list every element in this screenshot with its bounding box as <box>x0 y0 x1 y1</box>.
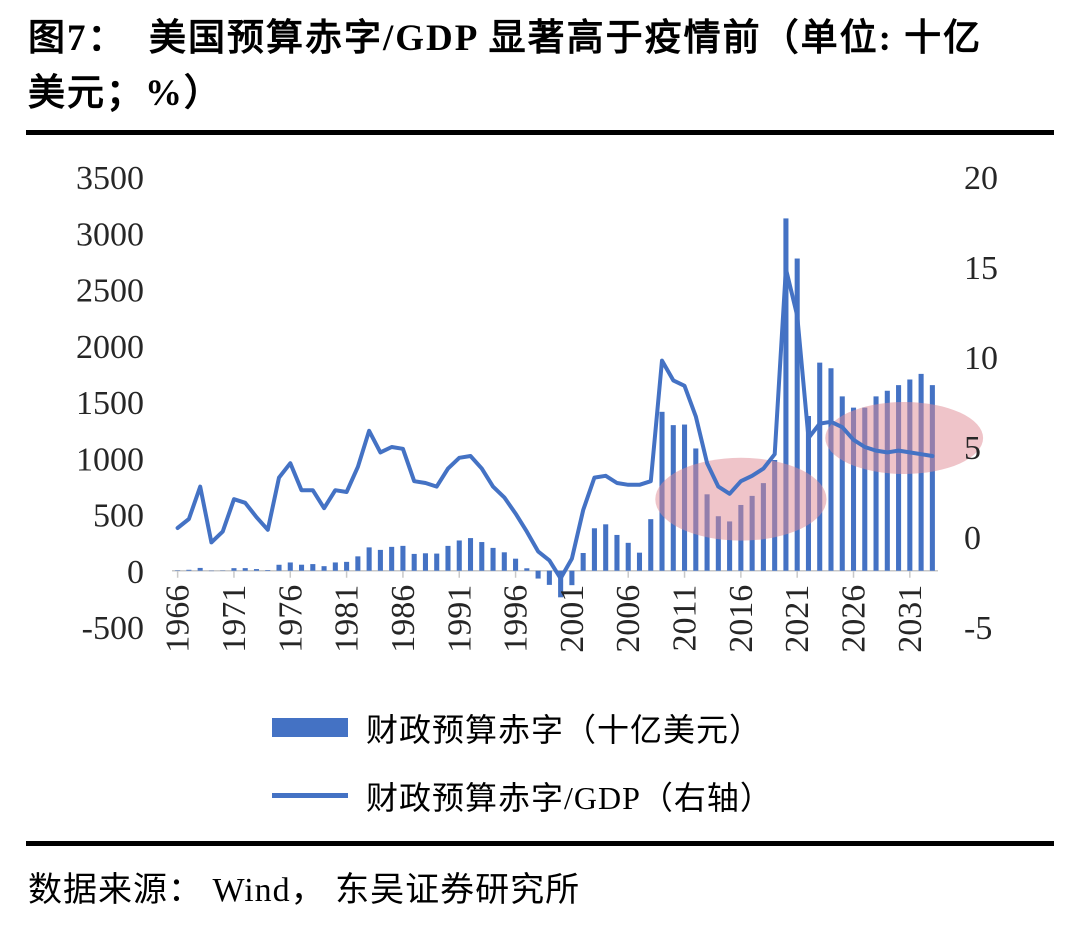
legend-item-deficit-gdp: 财政预算赤字/GDP（右轴） <box>272 773 1080 819</box>
legend: 财政预算赤字（十亿美元） 财政预算赤字/GDP（右轴） <box>272 705 1080 819</box>
figure-title-line2: 美元；%） <box>28 67 1050 122</box>
deficit-bar <box>367 547 372 570</box>
deficit-bar <box>276 564 281 570</box>
deficit-bar <box>502 552 507 570</box>
right-axis-tick: 15 <box>964 250 998 287</box>
line-series-swatch <box>272 793 348 798</box>
deficit-bar <box>254 569 259 571</box>
divider-top <box>26 130 1054 135</box>
left-axis-tick: 1000 <box>76 441 144 478</box>
x-axis-tick: 1986 <box>385 584 422 652</box>
deficit-bar <box>603 524 608 570</box>
deficit-bar <box>243 568 248 571</box>
deficit-bar <box>310 564 315 571</box>
deficit-bar <box>457 540 462 570</box>
x-axis-tick: 2011 <box>667 584 704 651</box>
deficit-bar <box>513 558 518 570</box>
deficit-bar <box>333 562 338 570</box>
right-axis-tick: 10 <box>964 340 998 377</box>
deficit-bar <box>423 553 428 570</box>
deficit-bar <box>389 546 394 570</box>
left-axis-tick: 2000 <box>76 328 144 365</box>
deficit-bar <box>547 570 552 584</box>
x-axis-tick: 2031 <box>892 584 929 652</box>
axis-labels: 3500 3000 2500 2000 1500 1000 500 0 -500 20 15 10 5 0… <box>76 160 998 653</box>
budget-deficit-combo-chart: 3500 3000 2500 2000 1500 1000 500 0 -500 20 15 10 5 0… <box>0 139 1080 699</box>
deficit-bar <box>355 556 360 570</box>
x-axis-tick: 1996 <box>498 584 535 652</box>
deficit-bar <box>637 552 642 570</box>
legend-item-deficit: 财政预算赤字（十亿美元） <box>272 705 1080 751</box>
deficit-bar <box>581 553 586 571</box>
x-axis-tick: 1981 <box>329 584 366 652</box>
deficit-bar <box>468 538 473 571</box>
x-axis-tick: 2026 <box>836 584 873 652</box>
deficit-bar <box>536 570 541 578</box>
x-axis-tick: 2001 <box>554 584 591 652</box>
left-axis-tick: 0 <box>127 553 144 590</box>
deficit-bar <box>614 534 619 570</box>
left-axis-tick: 3000 <box>76 216 144 253</box>
deficit-bar <box>344 561 349 570</box>
deficit-bar <box>817 362 822 570</box>
deficit-bar <box>592 528 597 570</box>
right-axis-tick: 0 <box>964 520 981 557</box>
deficit-bar <box>288 562 293 570</box>
bar-series-swatch <box>272 718 348 737</box>
x-axis-tick: 2021 <box>779 584 816 652</box>
deficit-bar <box>378 549 383 570</box>
left-axis-tick: -500 <box>82 610 144 647</box>
left-axis-tick: 2500 <box>76 272 144 309</box>
highlight-ellipse <box>655 457 826 540</box>
x-axis-tick: 2006 <box>610 584 647 652</box>
deficit-bar <box>445 545 450 570</box>
right-axis-tick: 5 <box>964 430 981 467</box>
deficit-bar <box>479 542 484 571</box>
right-axis-tick: -5 <box>964 610 992 647</box>
x-axis-tick: 1971 <box>216 584 253 652</box>
left-axis-tick: 500 <box>93 497 144 534</box>
figure-title-line1: 图7： 美国预算赤字/GDP 显著高于疫情前（单位: 十亿 <box>28 12 1050 67</box>
deficit-bars <box>175 218 935 597</box>
left-axis-tick: 3500 <box>76 160 144 197</box>
deficit-bar <box>412 553 417 570</box>
x-axis-tick: 1966 <box>160 584 197 652</box>
deficit-bar <box>198 567 203 570</box>
figure-title: 图7： 美国预算赤字/GDP 显著高于疫情前（单位: 十亿 美元；%） <box>0 10 1080 122</box>
highlight-ellipse <box>825 402 983 474</box>
deficit-bar <box>265 570 270 571</box>
deficit-bar <box>231 568 236 571</box>
left-axis-tick: 1500 <box>76 385 144 422</box>
right-axis-tick: 20 <box>964 160 998 197</box>
deficit-bar <box>186 569 191 570</box>
deficit-bar <box>626 542 631 570</box>
x-axis-tick: 1976 <box>272 584 309 652</box>
x-axis-tick: 2016 <box>723 584 760 652</box>
deficit-bar <box>648 519 653 571</box>
deficit-bar <box>524 568 529 570</box>
legend-label-deficit: 财政预算赤字（十亿美元） <box>366 705 762 751</box>
deficit-bar <box>491 547 496 570</box>
data-source: 数据来源： Wind， 东吴证券研究所 <box>0 846 1080 925</box>
deficit-bar <box>828 368 833 571</box>
deficit-bar <box>322 566 327 571</box>
deficit-bar <box>400 545 405 570</box>
deficit-bar <box>569 570 574 584</box>
deficit-bar <box>299 564 304 570</box>
x-axis-tick: 1991 <box>441 584 478 652</box>
legend-label-deficit-gdp: 财政预算赤字/GDP（右轴） <box>366 773 773 819</box>
deficit-bar <box>434 553 439 570</box>
